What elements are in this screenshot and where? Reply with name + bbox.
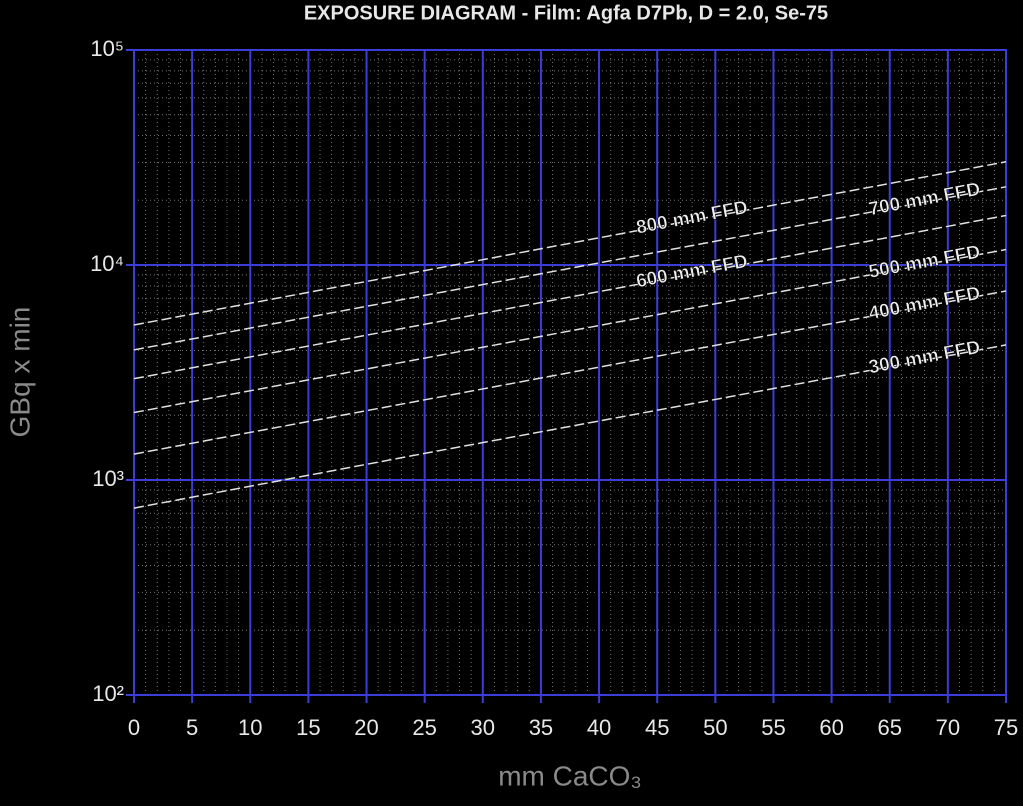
x-tick-label: 30 — [471, 715, 495, 740]
x-tick-label: 10 — [238, 715, 262, 740]
y-tick-label: 10⁵ — [90, 36, 124, 61]
y-tick-label: 10⁴ — [90, 251, 124, 276]
series-line — [133, 248, 1007, 414]
x-tick-label: 45 — [645, 715, 669, 740]
x-tick-label: 70 — [936, 715, 960, 740]
x-tick-label: 20 — [354, 715, 378, 740]
series-line — [133, 214, 1007, 380]
x-axis-label: mm CaCO₃ — [498, 760, 642, 791]
x-tick-label: 65 — [877, 715, 901, 740]
x-tick-label: 60 — [819, 715, 843, 740]
series-line — [133, 186, 1007, 351]
series-line — [133, 161, 1007, 326]
y-axis-label: GBq x min — [4, 307, 35, 438]
x-tick-label: 0 — [128, 715, 140, 740]
y-tick-label: 10³ — [92, 466, 124, 491]
series-label: 500 mm FFD — [867, 242, 982, 283]
x-tick-label: 55 — [761, 715, 785, 740]
x-tick-label: 15 — [296, 715, 320, 740]
chart-title: EXPOSURE DIAGRAM - Film: Agfa D7Pb, D = … — [304, 2, 828, 24]
x-tick-label: 5 — [186, 715, 198, 740]
series-line — [133, 344, 1007, 509]
series-label: 800 mm FFD — [635, 197, 750, 238]
x-tick-label: 25 — [412, 715, 436, 740]
x-tick-label: 75 — [994, 715, 1018, 740]
x-tick-label: 35 — [529, 715, 553, 740]
series-line — [133, 290, 1007, 455]
x-tick-label: 50 — [703, 715, 727, 740]
series-label: 300 mm FFD — [867, 337, 982, 378]
y-tick-label: 10² — [92, 681, 124, 706]
x-tick-label: 40 — [587, 715, 611, 740]
plot-frame — [133, 49, 1007, 696]
